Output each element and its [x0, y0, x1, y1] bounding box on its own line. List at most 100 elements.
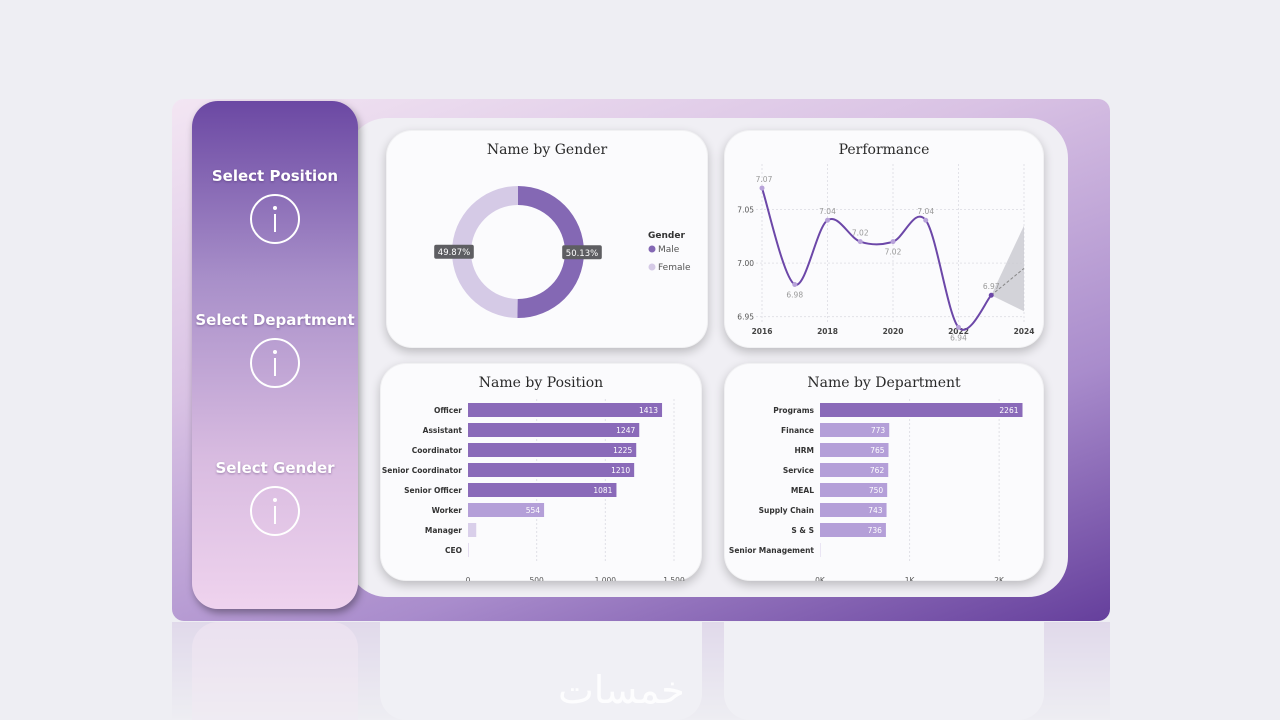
chart-title: Name by Gender [486, 142, 608, 158]
data-label: 750 [869, 486, 884, 495]
gender-slicer[interactable]: Select Gender [192, 459, 358, 537]
y-tick-label: 7.00 [737, 259, 754, 268]
slicer-panel: Select Position Select Department Select… [192, 101, 358, 609]
bar-s-s [820, 523, 886, 537]
legend-label: Female [658, 263, 691, 273]
data-label: 6.97 [983, 282, 1000, 291]
department-bar-chart: 0K 1K 2K Programs 2261 Finance 773 HRM 765 Servic… [729, 399, 1023, 581]
dashboard-background: Select Position Select Department Select… [172, 99, 1110, 621]
bar-senior-management [820, 543, 821, 557]
category-label: Worker [432, 506, 463, 515]
category-label: Supply Chain [759, 506, 814, 515]
data-label: 773 [871, 426, 886, 435]
data-label-bg [434, 244, 474, 259]
position-slicer[interactable]: Select Position [192, 167, 358, 245]
category-label: MEAL [791, 486, 814, 495]
category-label: Senior Officer [404, 486, 462, 495]
category-label: Manager [425, 526, 462, 535]
performance-chart-card[interactable]: Performance 2016 2018 2020 2022 2024 6.95 7.00… [724, 130, 1044, 348]
dashboard-reflection [172, 622, 1110, 720]
bar-senior-officer [468, 483, 617, 497]
data-label: 765 [870, 446, 885, 455]
info-icon[interactable] [249, 193, 301, 245]
watermark-logo: خمسات [558, 668, 685, 712]
info-icon[interactable] [249, 337, 301, 389]
category-label: Coordinator [412, 446, 463, 455]
data-label: 6.98 [786, 291, 803, 300]
legend-marker [648, 245, 656, 253]
category-label: Senior Coordinator [382, 466, 462, 475]
position-bar-chart: 0 500 1,000 1,500 Officer 1413 Assistant 1247 Co… [382, 399, 685, 581]
bar-manager [468, 523, 477, 537]
data-label: 1081 [593, 486, 612, 495]
data-label: 7.04 [819, 207, 836, 216]
department-slicer[interactable]: Select Department [192, 311, 358, 389]
x-tick-label: 1,500 [663, 576, 685, 581]
category-label: Senior Management [729, 546, 814, 555]
x-tick-label: 2022 [948, 327, 969, 336]
reflection-slicer-panel [192, 622, 358, 720]
data-label: 1413 [639, 406, 658, 415]
department-chart-card[interactable]: Name by Department 0K 1K 2K Programs 2261 Fin… [724, 363, 1044, 581]
category-label: S & S [791, 526, 814, 535]
bar-worker [468, 503, 545, 517]
category-label: Service [783, 466, 814, 475]
data-point [988, 292, 994, 298]
bar-meal [820, 483, 888, 497]
data-point [890, 239, 896, 245]
x-tick-label: 2020 [883, 327, 904, 336]
data-label: 7.02 [852, 229, 869, 238]
legend-label: Male [658, 245, 680, 255]
x-tick-label: 2018 [817, 327, 838, 336]
forecast-line [990, 268, 1025, 296]
category-label: CEO [445, 546, 462, 555]
bar-finance [820, 423, 890, 437]
category-label: Finance [781, 426, 814, 435]
info-icon[interactable] [249, 485, 301, 537]
gender-chart-card[interactable]: Name by Gender 50.13% 49.87% Gender Male Fem… [386, 130, 708, 348]
data-point [956, 324, 961, 330]
data-label: 7.07 [756, 175, 773, 184]
data-label: 736 [868, 526, 883, 535]
reflection-card [724, 622, 1044, 720]
forecast-band [991, 225, 1024, 312]
bar-programs [820, 403, 1023, 417]
bar-senior-coordinator [468, 463, 635, 477]
x-tick-label: 0 [466, 576, 471, 581]
data-label: 7.04 [917, 207, 934, 216]
y-tick-label: 6.95 [737, 313, 754, 322]
chart-title: Name by Department [807, 375, 961, 391]
position-chart-card[interactable]: Name by Position 0 500 1,000 1,500 Officer 14… [380, 363, 702, 581]
bar-supply-chain [820, 503, 887, 517]
data-point [759, 185, 765, 191]
data-label: 6.94 [950, 333, 967, 342]
category-label: Officer [434, 406, 462, 415]
bar-officer [468, 403, 663, 417]
donut-slice-male [517, 186, 584, 318]
x-tick-label: 2024 [1014, 327, 1035, 336]
bar-ceo [468, 543, 469, 557]
data-label: 1247 [616, 426, 635, 435]
reflection-background [172, 622, 1110, 720]
legend-marker [648, 263, 656, 271]
category-label: Assistant [423, 426, 463, 435]
x-tick-label: 1K [905, 576, 916, 581]
data-point [923, 217, 929, 223]
bar-coordinator [468, 443, 637, 457]
slicer-title: Select Department [195, 311, 355, 329]
bar-service [820, 463, 889, 477]
slicer-title: Select Position [211, 167, 339, 185]
data-label: 743 [868, 506, 883, 515]
chart-title: Name by Position [478, 375, 604, 391]
x-tick-label: 2016 [752, 327, 773, 336]
performance-line-chart: 2016 2018 2020 2022 2024 6.95 7.00 7.05 7.07 6.98… [737, 164, 1035, 342]
gender-donut-chart: 50.13% 49.87% Gender Male Female [434, 186, 691, 318]
data-label: 49.87% [438, 248, 470, 258]
data-label: 762 [870, 466, 885, 475]
data-label: 1225 [613, 446, 632, 455]
data-point [792, 282, 798, 287]
data-label: 7.02 [885, 248, 902, 257]
data-label: 50.13% [566, 249, 598, 259]
x-tick-label: 2K [994, 576, 1005, 581]
data-point [857, 239, 863, 245]
